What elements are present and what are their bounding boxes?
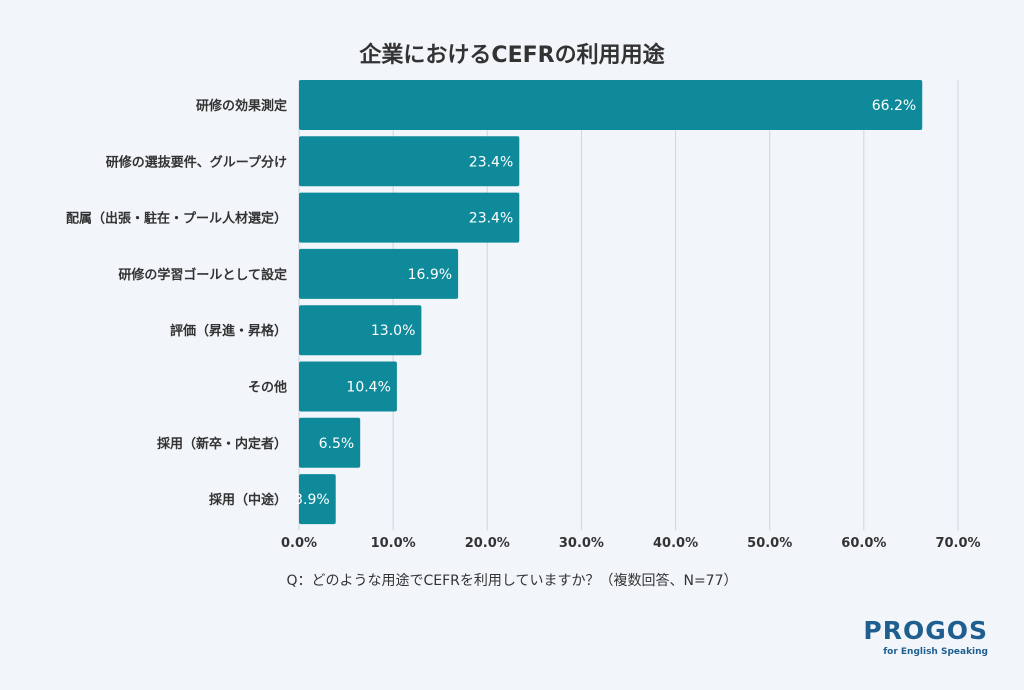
bar-value-label: 6.5%: [319, 436, 355, 452]
x-tick-label: 40.0%: [653, 536, 698, 551]
bar-value-label: 16.9%: [408, 267, 452, 283]
category-label: 配属（出張・駐在・プール人材選定）: [66, 211, 287, 227]
x-tick-label: 10.0%: [371, 536, 416, 551]
x-tick-label: 60.0%: [841, 536, 886, 551]
category-label: 研修の効果測定: [196, 98, 287, 114]
bar: [299, 305, 422, 356]
progos-logo: PROGOS for English Speaking: [863, 616, 988, 658]
bars: 66.2% 23.4% 23.4% 16.9% 13.0% 10.4% 6.5% 3.9%: [294, 80, 923, 525]
x-axis-ticks: 0.0% 10.0% 20.0% 30.0% 40.0% 50.0% 60.0% 70.0%: [281, 536, 981, 551]
x-tick-label: 20.0%: [465, 536, 510, 551]
logo-sub-text: for English Speaking: [883, 647, 988, 657]
category-label: その他: [248, 380, 287, 396]
bar-value-label: 13.0%: [371, 323, 415, 339]
bar: [299, 361, 397, 412]
bar: [299, 474, 336, 525]
category-label: 研修の選抜要件、グループ分け: [106, 154, 287, 170]
chart-title: 企業におけるCEFRの利用用途: [358, 42, 665, 68]
bar: [299, 417, 361, 468]
x-tick-label: 30.0%: [559, 536, 604, 551]
bar: [299, 136, 520, 187]
bar-value-label: 23.4%: [469, 154, 513, 170]
bar-value-label: 3.9%: [294, 492, 330, 508]
x-tick-label: 50.0%: [747, 536, 792, 551]
category-label: 評価（昇進・昇格）: [170, 323, 287, 339]
bar: [299, 80, 923, 130]
bar-value-label: 10.4%: [346, 380, 390, 396]
footnote: Q：どのような用途でCEFRを利用していますか？（複数回答、N=77）: [286, 572, 737, 589]
bar: [299, 248, 459, 299]
logo-main-text: PROGOS: [863, 616, 988, 645]
category-label: 研修の学習ゴールとして設定: [118, 267, 287, 283]
x-tick-label: 70.0%: [935, 536, 980, 551]
bar-value-label: 66.2%: [872, 98, 916, 114]
bar-value-label: 23.4%: [469, 211, 513, 227]
bar: [299, 192, 520, 243]
x-tick-label: 0.0%: [281, 536, 317, 551]
category-label: 採用（中途）: [209, 492, 287, 508]
category-label: 採用（新卒・内定者）: [157, 436, 287, 452]
